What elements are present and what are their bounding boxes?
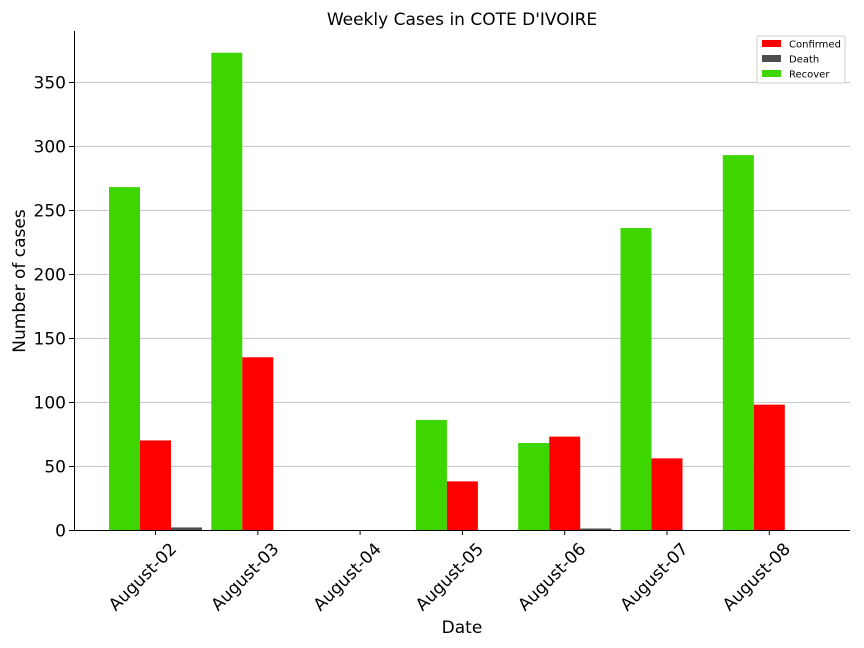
- y-tick-label: 300: [34, 138, 66, 158]
- bar-confirmed-august-02: [140, 440, 171, 530]
- x-tick-label: August-07: [617, 539, 693, 615]
- bar-recover-august-02: [109, 187, 140, 530]
- x-tick-label: August-05: [412, 539, 488, 615]
- bar-recover-august-03: [211, 52, 243, 530]
- x-tick-label: August-04: [310, 539, 386, 615]
- bar-confirmed-august-07: [651, 458, 683, 530]
- y-axis-label: Number of cases: [10, 209, 30, 353]
- legend-label-confirmed: Confirmed: [789, 40, 841, 51]
- y-tick-label: 100: [34, 394, 66, 414]
- legend-swatch-confirmed: [762, 40, 781, 47]
- y-tick-label: 200: [34, 266, 66, 286]
- legend: Confirmed Death Recover: [756, 35, 846, 84]
- x-tick-label: August-08: [719, 539, 795, 615]
- y-axis-ticks: 0 50 100 150 200 250 300 350: [34, 74, 74, 542]
- x-axis-label: Date: [442, 618, 483, 638]
- bar-recover-august-06: [518, 442, 550, 530]
- chart-title: Weekly Cases in COTE D'IVOIRE: [327, 10, 597, 30]
- bar-death-august-06: [580, 528, 612, 530]
- bar-death-august-02: [171, 527, 202, 530]
- legend-swatch-death: [762, 55, 781, 62]
- gridlines: [74, 82, 850, 467]
- bar-recover-august-08: [722, 155, 754, 530]
- x-tick-label: August-02: [105, 539, 181, 615]
- bar-recover-august-05: [415, 419, 447, 530]
- bars: [109, 52, 785, 531]
- y-tick-label: 0: [55, 522, 66, 542]
- y-tick-label: 350: [34, 74, 66, 94]
- bar-confirmed-august-03: [242, 357, 274, 530]
- y-tick-label: 50: [44, 458, 66, 478]
- x-tick-label: August-06: [514, 539, 590, 615]
- x-axis-ticks: August-02 August-03 August-04 August-05 Augu…: [105, 530, 795, 615]
- legend-label-recover: Recover: [789, 70, 830, 81]
- y-tick-label: 150: [34, 330, 66, 350]
- legend-label-death: Death: [789, 55, 819, 66]
- y-tick-label: 250: [34, 202, 66, 222]
- legend-swatch-recover: [762, 70, 781, 77]
- bar-recover-august-07: [620, 228, 652, 531]
- bar-confirmed-august-08: [753, 404, 785, 530]
- bar-confirmed-august-06: [549, 436, 581, 530]
- x-tick-label: August-03: [207, 539, 283, 615]
- bar-confirmed-august-05: [446, 481, 478, 530]
